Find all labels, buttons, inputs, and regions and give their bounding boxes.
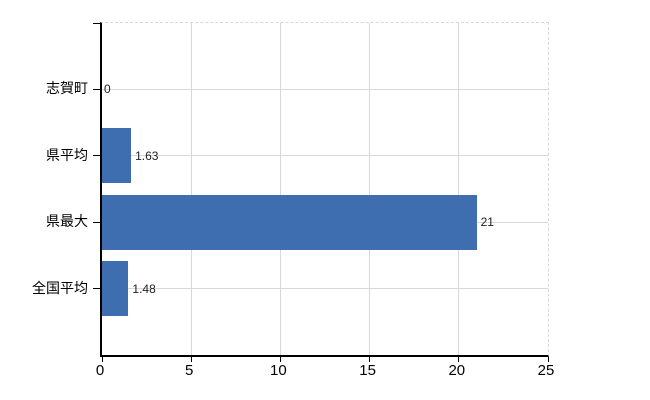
x-axis-tick [101,357,103,362]
y-axis-tick [93,155,100,157]
bar [102,194,477,250]
x-tick-label: 5 [185,362,194,379]
x-axis-tick [547,357,549,362]
category-label: 全国平均 [32,279,88,296]
x-axis-tick [458,357,460,362]
bar-value-label: 21 [480,215,494,230]
y-axis-tick [93,288,100,290]
bar-value-label: 1.63 [135,148,159,163]
x-tick-label: 20 [448,362,466,379]
x-axis-tick [279,357,281,362]
category-label: 県平均 [46,146,88,163]
v-gridline [190,23,192,355]
bar [102,128,132,184]
y-axis-tick [93,88,100,90]
plot-area: 0 1.63 21 1.48 [93,22,549,362]
x-tick-label: 10 [270,362,287,379]
bar [102,261,129,317]
category-label: 県最大 [46,213,88,230]
h-gridline [102,155,548,157]
x-tick-label: 25 [537,362,555,379]
bar-value-label: 1.48 [132,281,156,296]
category-label: 志賀町 [46,80,88,97]
v-gridline [369,23,371,355]
v-gridline [458,23,460,355]
h-gridline [102,288,548,290]
y-axis-tick [93,221,100,223]
x-tick-label: 0 [95,362,105,379]
y-axis-top-tick [93,23,100,24]
x-axis-tick [190,357,192,362]
v-gridline [279,23,281,355]
x-tick-label: 15 [359,362,376,379]
x-axis-tick [369,357,371,362]
bar-value-label: 0 [104,82,111,97]
h-gridline [102,88,548,90]
